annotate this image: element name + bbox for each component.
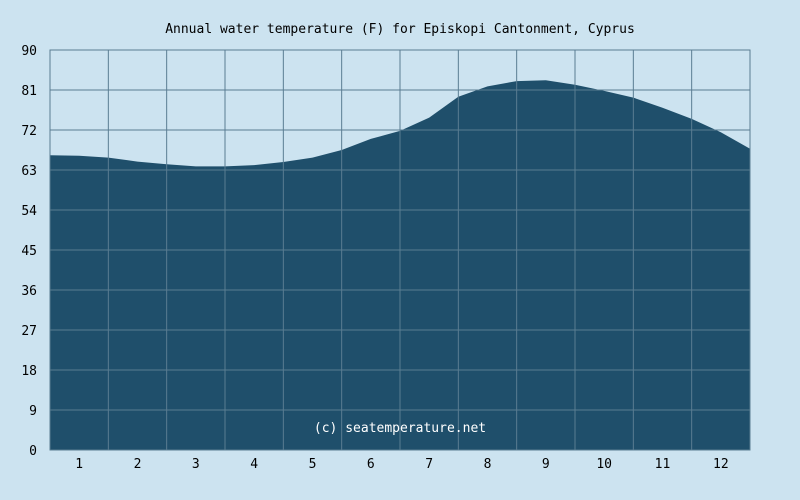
y-tick-label: 18 bbox=[21, 364, 37, 379]
x-tick-label: 6 bbox=[367, 457, 375, 472]
x-tick-label: 12 bbox=[713, 457, 729, 472]
y-tick-label: 9 bbox=[29, 404, 37, 419]
x-tick-label: 2 bbox=[134, 457, 142, 472]
y-tick-label: 90 bbox=[21, 44, 37, 59]
x-tick-label: 8 bbox=[484, 457, 492, 472]
y-tick-label: 0 bbox=[29, 444, 37, 459]
x-tick-label: 1 bbox=[75, 457, 83, 472]
x-tick-label: 5 bbox=[309, 457, 317, 472]
y-tick-label: 63 bbox=[21, 164, 37, 179]
y-tick-label: 36 bbox=[21, 284, 37, 299]
y-tick-label: 81 bbox=[21, 84, 37, 99]
y-tick-label: 72 bbox=[21, 124, 37, 139]
x-tick-label: 9 bbox=[542, 457, 550, 472]
y-tick-label: 27 bbox=[21, 324, 37, 339]
chart-title: Annual water temperature (F) for Episkop… bbox=[165, 22, 635, 37]
x-tick-label: 10 bbox=[596, 457, 612, 472]
x-tick-label: 11 bbox=[655, 457, 671, 472]
plot-border bbox=[49, 49, 751, 451]
y-tick-label: 54 bbox=[21, 204, 37, 219]
copyright-credit: (c) seatemperature.net bbox=[314, 421, 486, 436]
x-tick-label: 4 bbox=[250, 457, 258, 472]
x-axis: 1 2 3 4 5 6 7 8 9 10 11 12 bbox=[75, 457, 728, 472]
grid-layer bbox=[50, 50, 750, 450]
x-tick-label: 7 bbox=[425, 457, 433, 472]
y-tick-label: 45 bbox=[21, 244, 37, 259]
x-tick-label: 3 bbox=[192, 457, 200, 472]
y-axis: 0 9 18 27 36 45 54 63 72 81 90 bbox=[21, 44, 37, 459]
